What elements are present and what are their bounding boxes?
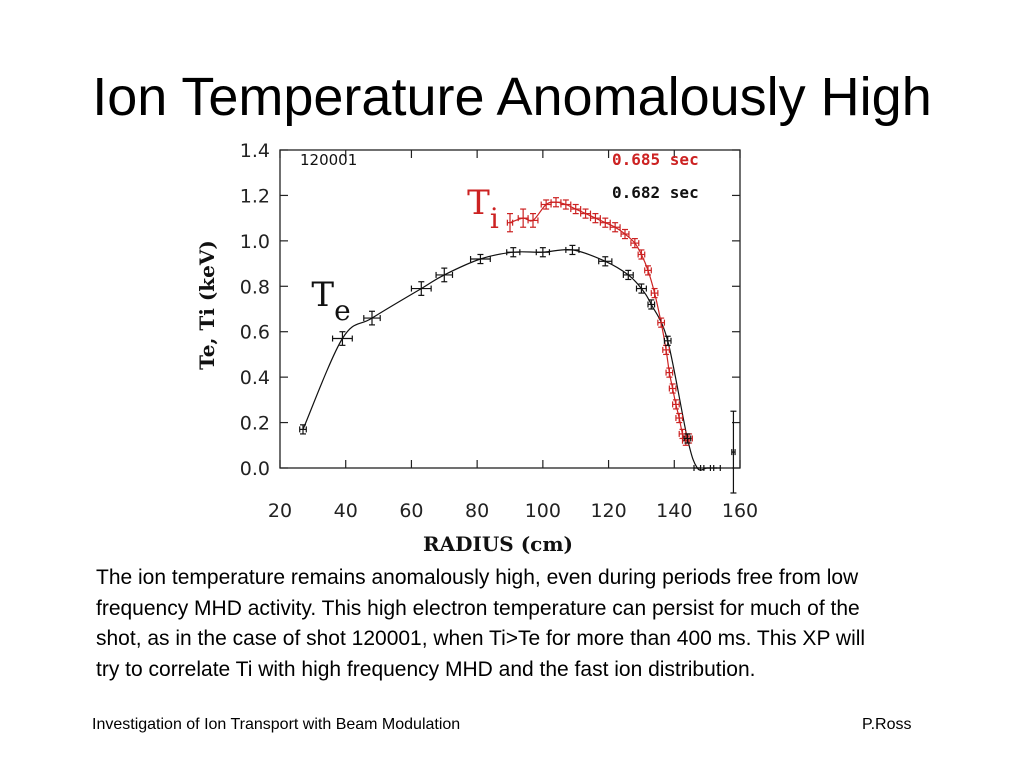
ti-data-point — [609, 222, 621, 233]
data-points — [299, 197, 737, 494]
legend-ti: 0.685 sec — [612, 150, 699, 169]
te-data-point — [363, 310, 381, 326]
te-data-point — [622, 269, 634, 281]
x-tick-label: 140 — [656, 500, 692, 522]
te-data-point — [299, 424, 307, 435]
fit-curves — [302, 201, 717, 471]
te-data-point — [703, 465, 712, 471]
annotation-subscript: e — [334, 294, 351, 327]
slide-title: Ion Temperature Anomalously High — [92, 67, 932, 127]
ti-data-point — [589, 212, 601, 224]
te-data-point — [693, 465, 702, 471]
ti-data-point — [668, 383, 677, 394]
te-data-point — [331, 331, 353, 346]
ti-data-point — [560, 199, 572, 210]
ti-data-point — [630, 237, 640, 249]
ti-data-point — [620, 228, 630, 240]
annotation-subscript: i — [490, 202, 499, 235]
annotation-ti: Ti — [467, 183, 499, 235]
x-tick-label: 20 — [268, 500, 292, 522]
te-data-point — [663, 335, 672, 346]
y-tick-label: 1.2 — [240, 185, 270, 207]
y-tick-label: 0.6 — [240, 322, 270, 344]
te-data-point — [469, 253, 491, 265]
legend-te: 0.682 sec — [612, 183, 699, 202]
ti-data-point — [650, 287, 659, 299]
ti-data-point — [517, 208, 529, 228]
shot-label: 120001 — [300, 151, 357, 169]
y-axis-label: Te, Ti (keV) — [195, 240, 219, 370]
y-tick-label: 0.8 — [240, 276, 270, 298]
te-data-point — [565, 244, 580, 256]
ti-data-point — [550, 197, 562, 208]
x-tick-label: 160 — [722, 500, 758, 522]
annotation-main: T — [311, 275, 334, 315]
ti-data-point — [540, 199, 552, 210]
x-tick-label: 40 — [334, 500, 358, 522]
ti-data-point — [644, 265, 652, 276]
te-data-point — [535, 247, 551, 258]
y-tick-label: 1.4 — [240, 140, 270, 162]
ti-data-point — [527, 212, 539, 228]
annotation-main: T — [467, 183, 490, 223]
axis-ticks: 0.0 0.2 0.4 0.6 0.8 1.0 1.2 1.4 20 40 60 80 100 120 14… — [240, 140, 758, 522]
x-tick-label: 60 — [399, 500, 423, 522]
ti-data-point — [570, 203, 582, 215]
annotation-te: Te — [311, 275, 350, 327]
te-data-point — [598, 256, 613, 267]
te-data-point — [410, 281, 432, 296]
ti-data-point — [675, 412, 684, 424]
x-tick-label: 80 — [465, 500, 489, 522]
ti-data-point — [506, 212, 514, 233]
y-tick-label: 0.4 — [240, 367, 270, 389]
y-tick-label: 0.2 — [240, 413, 270, 435]
plot-border — [279, 149, 741, 469]
te-data-point — [506, 247, 521, 258]
ti-data-point — [672, 399, 680, 410]
te-data-point — [713, 465, 721, 471]
footer-presentation-title: Investigation of Ion Transport with Beam… — [92, 716, 461, 733]
te-data-point — [435, 267, 454, 283]
ti-data-point — [599, 217, 611, 228]
te-data-point — [730, 410, 737, 494]
footer-author: P.Ross — [862, 716, 912, 733]
ti-fit-curve — [509, 201, 690, 442]
te-data-point — [635, 283, 647, 294]
y-tick-label: 0.0 — [240, 458, 270, 480]
ti-data-point — [662, 344, 670, 356]
te-data-point — [683, 433, 692, 444]
x-tick-label: 120 — [590, 500, 626, 522]
plot-frame — [279, 149, 741, 469]
x-tick-label: 100 — [525, 500, 561, 522]
te-data-point — [647, 299, 656, 310]
x-axis-label: RADIUS (cm) — [423, 532, 573, 556]
ti-data-point — [665, 367, 674, 378]
te-ti-radius-chart: 0.0 0.2 0.4 0.6 0.8 1.0 1.2 1.4 20 40 60 80 100 120 14… — [195, 140, 758, 556]
te-fit-curve — [302, 248, 717, 471]
y-tick-label: 1.0 — [240, 231, 270, 253]
ti-data-point — [637, 249, 646, 260]
slide-body-text: The ion temperature remains anomalously … — [96, 566, 866, 681]
ti-data-point — [657, 317, 666, 328]
ti-data-point — [580, 208, 592, 219]
